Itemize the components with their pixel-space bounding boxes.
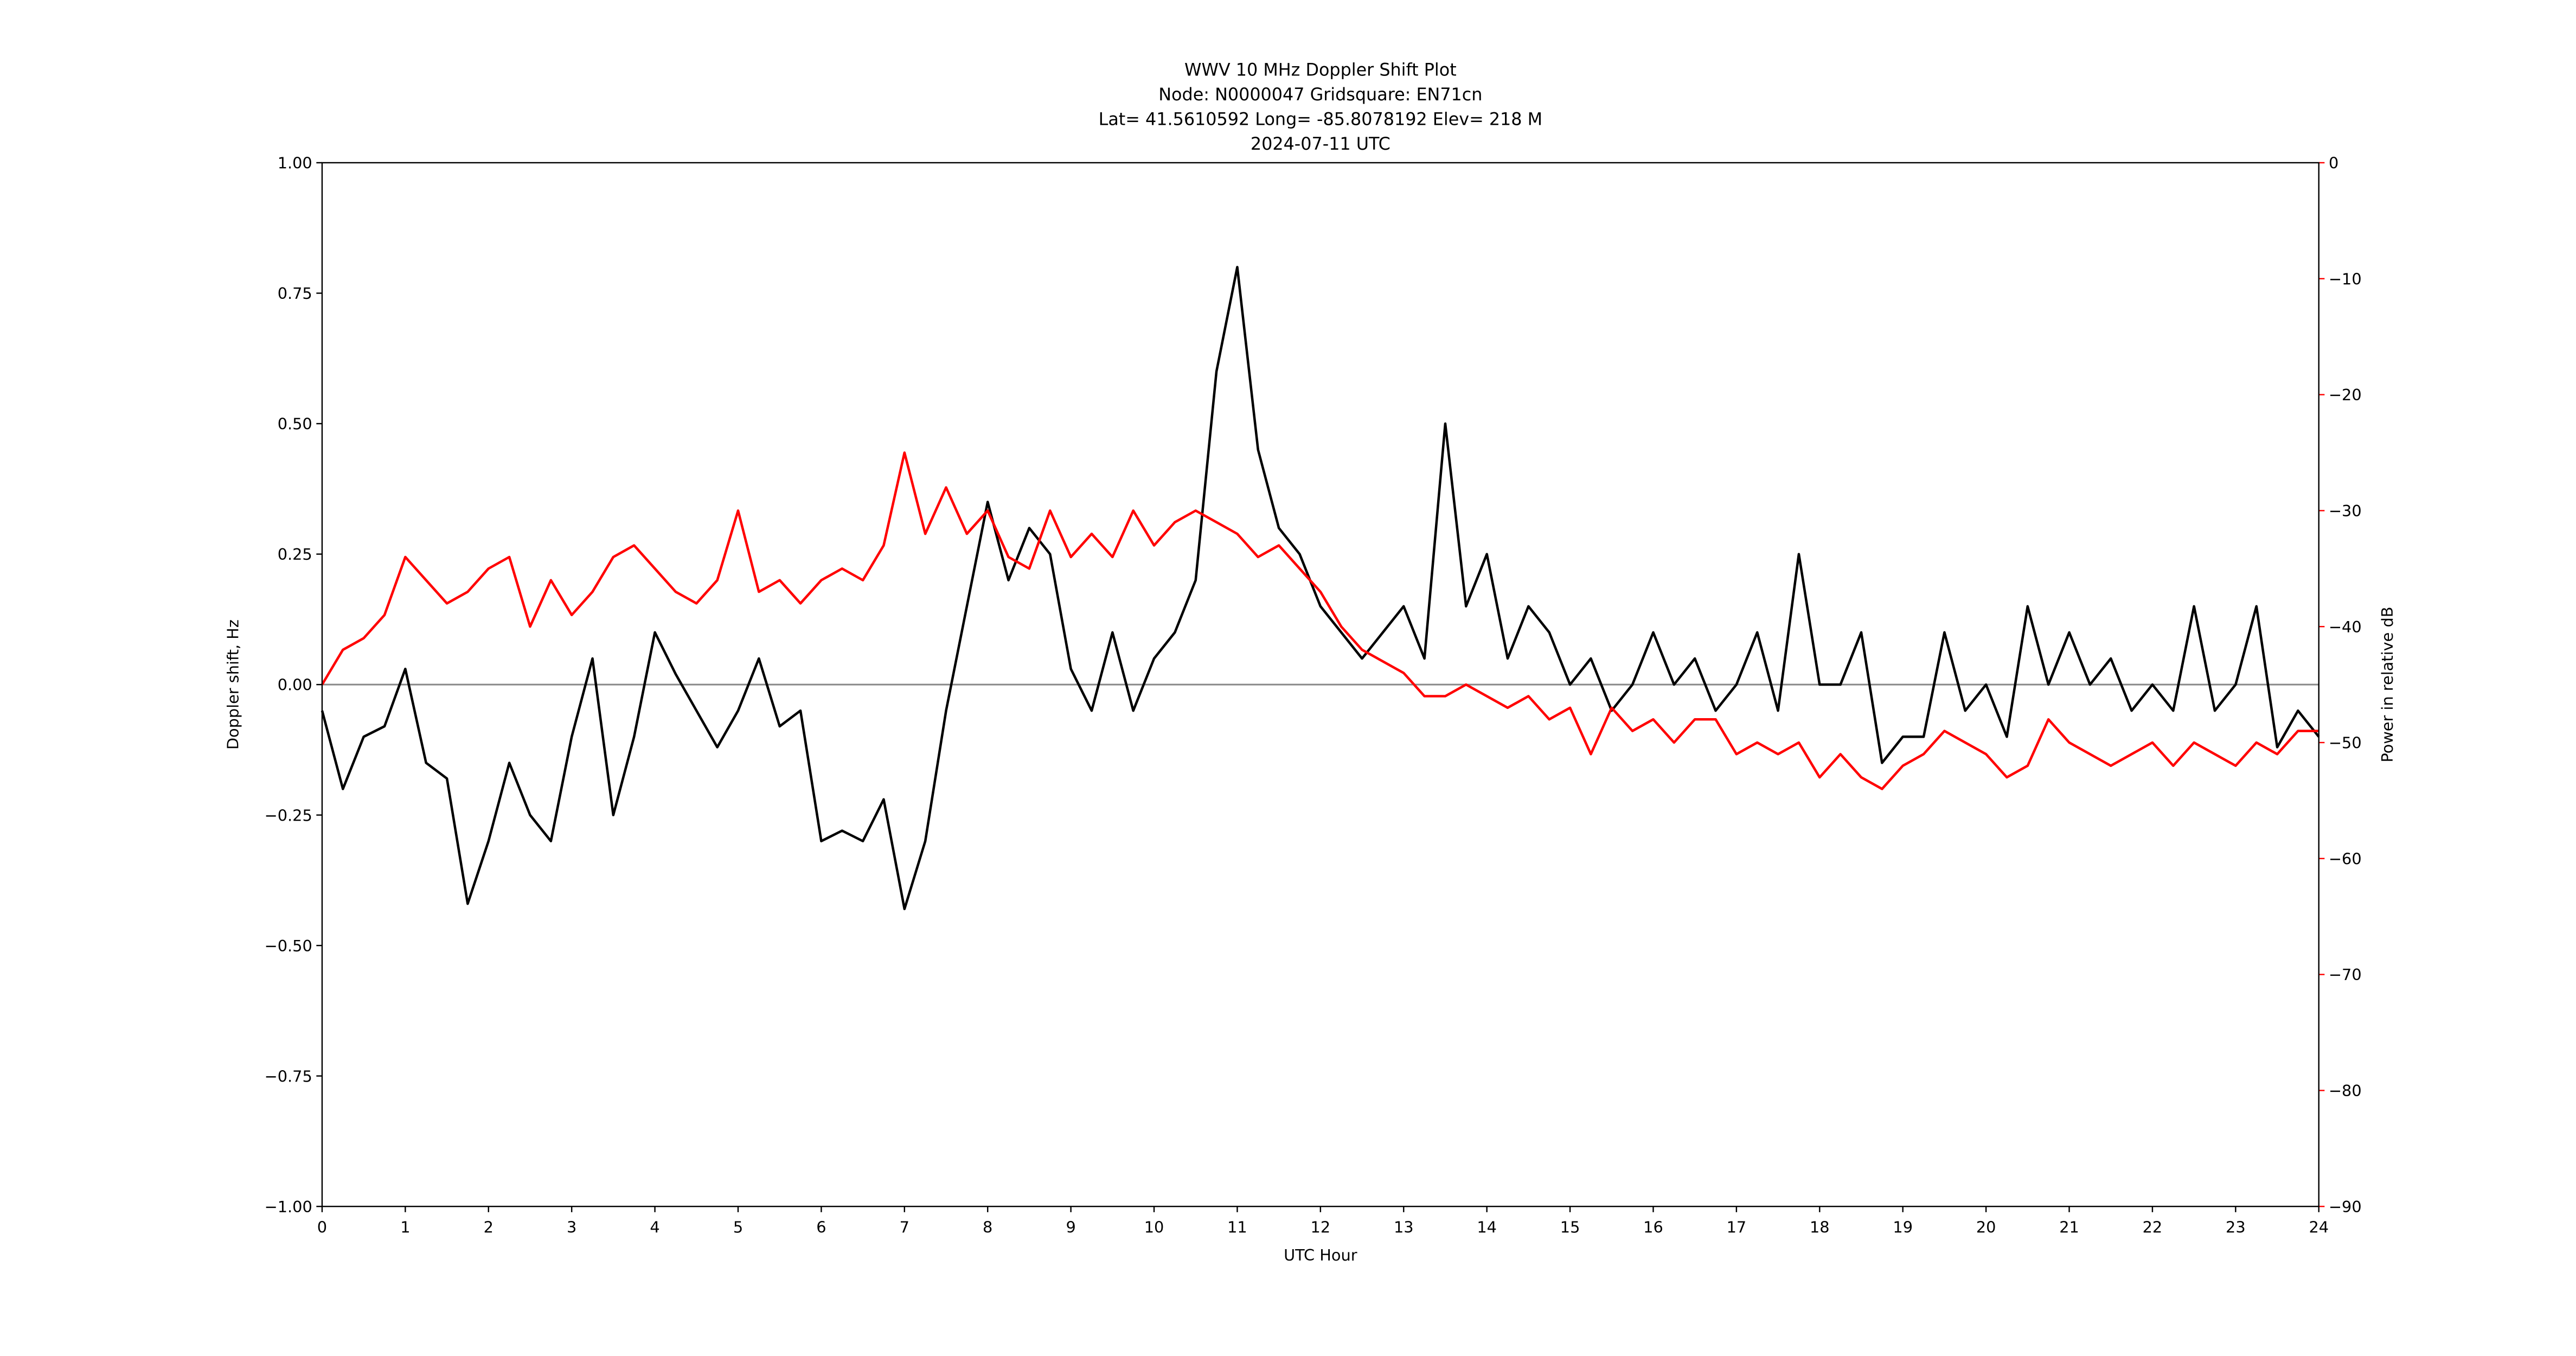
x-axis-label: UTC Hour [1284,1246,1357,1264]
x-tick-label: 19 [1893,1218,1913,1237]
y-tick-label: −0.50 [265,937,312,955]
y2-tick-label: −70 [2329,965,2362,984]
x-tick-label: 18 [1810,1218,1830,1237]
y-tick-label: 0.25 [278,545,312,564]
x-tick-label: 2 [484,1218,494,1237]
x-tick-label: 12 [1311,1218,1331,1237]
x-tick-label: 24 [2309,1218,2329,1237]
y2-tick-label: 0 [2329,154,2338,172]
y2-tick-label: −50 [2329,734,2362,752]
y2-tick-label: −90 [2329,1198,2362,1216]
x-tick-label: 0 [317,1218,327,1237]
x-tick-label: 15 [1560,1218,1580,1237]
y2-tick-label: −40 [2329,618,2362,636]
x-tick-label: 7 [900,1218,909,1237]
y2-tick-label: −60 [2329,849,2362,868]
x-tick-label: 1 [400,1218,410,1237]
y2-tick-label: −80 [2329,1082,2362,1100]
x-tick-label: 6 [816,1218,826,1237]
chart-title: Lat= 41.5610592 Long= -85.8078192 Elev= … [1099,108,1542,129]
x-tick-label: 11 [1227,1218,1247,1237]
y-tick-label: −0.25 [265,806,312,824]
chart-title: WWV 10 MHz Doppler Shift Plot [1184,59,1457,80]
x-tick-label: 23 [2226,1218,2246,1237]
y-tick-label: −0.75 [265,1067,312,1085]
y-tick-label: 0.00 [278,676,312,694]
x-tick-label: 3 [567,1218,576,1237]
x-tick-label: 21 [2059,1218,2079,1237]
x-tick-label: 9 [1066,1218,1075,1237]
y-tick-label: −1.00 [265,1198,312,1216]
chart-title: 2024-07-11 UTC [1251,133,1390,154]
x-tick-label: 8 [983,1218,992,1237]
y-axis-label: Doppler shift, Hz [223,619,242,750]
x-tick-label: 10 [1144,1218,1164,1237]
x-tick-label: 20 [1976,1218,1996,1237]
chart-title: Node: N0000047 Gridsquare: EN71cn [1158,84,1482,105]
y2-tick-label: −10 [2329,270,2362,288]
plot-frame [321,162,2319,1207]
y-tick-label: 0.75 [278,284,312,303]
x-tick-label: 17 [1727,1218,1747,1237]
x-tick-label: 22 [2143,1218,2163,1237]
y2-tick-label: −20 [2329,386,2362,404]
data-line [321,451,2319,790]
x-tick-label: 16 [1643,1218,1663,1237]
y-tick-label: 1.00 [278,154,312,172]
x-tick-label: 13 [1394,1218,1414,1237]
y2-tick-label: −30 [2329,502,2362,520]
data-line [321,266,2320,911]
x-tick-label: 5 [733,1218,743,1237]
x-tick-label: 14 [1477,1218,1497,1237]
x-tick-label: 4 [650,1218,659,1237]
y-tick-label: 0.50 [278,415,312,433]
y2-axis-label: Power in relative dB [2378,607,2396,763]
